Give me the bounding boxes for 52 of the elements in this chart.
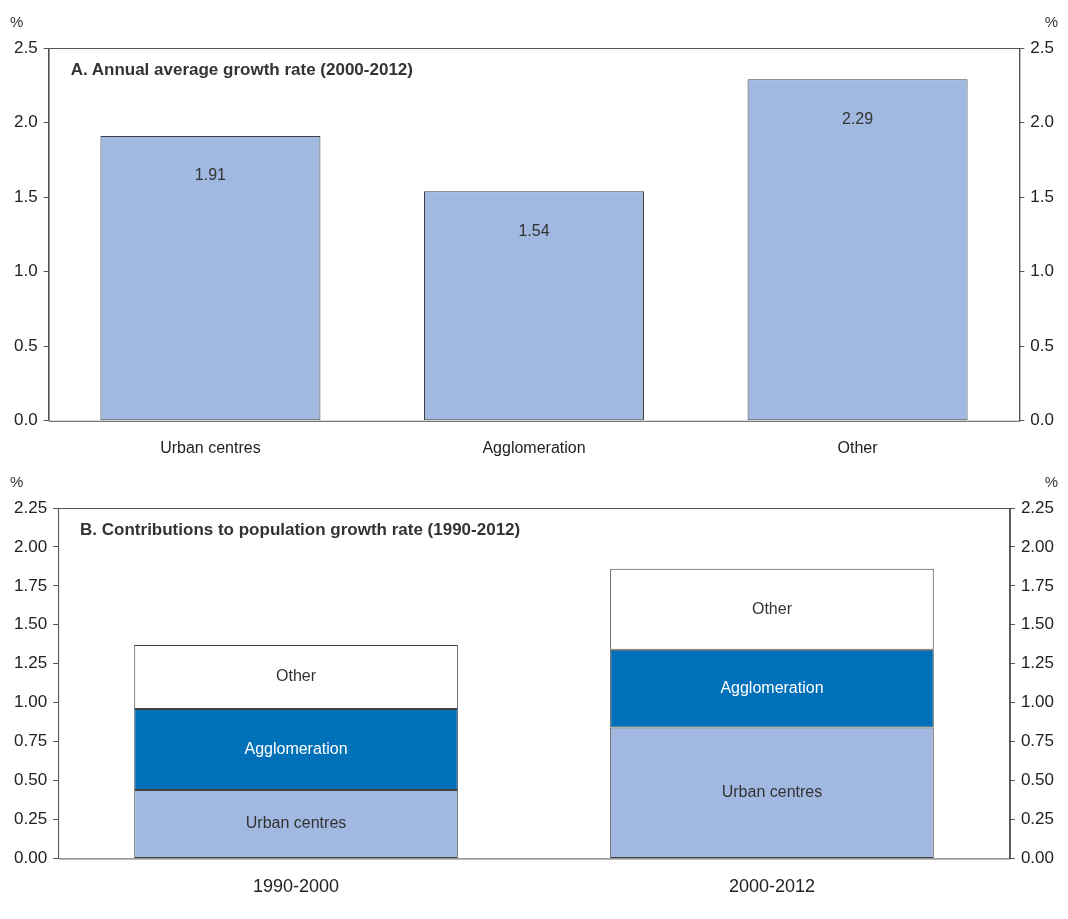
x-tick-label: Urban centres — [160, 438, 261, 456]
data-label: 2.29 — [842, 109, 874, 127]
y2-tick-label: 0.00 — [1020, 848, 1055, 868]
y-tick-label: 2.0 — [13, 112, 38, 132]
y2-axis-title: % — [1044, 12, 1058, 30]
y-tick-label: 1.75 — [13, 575, 48, 595]
x-tick-label: Other — [837, 438, 879, 456]
series-label: Agglomeration — [720, 679, 824, 697]
y-tick-label: 0.75 — [13, 731, 48, 751]
y2-tick-label: 1.50 — [1020, 614, 1055, 634]
text: Agglomeration — [244, 739, 348, 757]
y2-tick-label: 2.5 — [1030, 37, 1055, 57]
y-tick-label: 0.0 — [13, 410, 38, 430]
y-tick-label: 2.5 — [13, 37, 38, 57]
text: Urban centres — [721, 783, 823, 801]
y-tick-label: 1.00 — [13, 692, 48, 712]
y2-tick-label: 0.50 — [1020, 770, 1055, 790]
y2-tick-label: 0.25 — [1020, 809, 1055, 829]
y2-tick-label: 1.25 — [1020, 653, 1055, 673]
y-axis-title: % — [10, 472, 24, 490]
y-tick-label: 2.00 — [13, 536, 48, 556]
series-label: Other — [276, 667, 317, 685]
data-label: 1.54 — [518, 221, 550, 239]
y-tick-label: 1.0 — [13, 261, 38, 281]
y2-axis-title: % — [1044, 472, 1058, 490]
y2-tick-label: 0.5 — [1030, 335, 1055, 355]
x-tick-label: 1990-2000 — [253, 876, 340, 897]
y-tick-label: 1.50 — [13, 614, 48, 634]
series-label: Urban centres — [245, 814, 347, 832]
y-tick-label: 1.5 — [13, 186, 38, 206]
text: B. Contributions to population growth rate (1990-2012) — [80, 520, 521, 540]
y-tick-label: 0.50 — [13, 770, 48, 790]
y-tick-label: 1.25 — [13, 653, 48, 673]
x-tick-label: 2000-2012 — [728, 876, 815, 897]
y-tick-label: 2.25 — [13, 497, 48, 517]
y-axis-title: % — [10, 12, 24, 30]
y2-tick-label: 2.0 — [1030, 112, 1055, 132]
y2-tick-label: 2.00 — [1020, 536, 1055, 556]
text: Other — [751, 599, 792, 617]
y-tick-label: 0.25 — [13, 809, 48, 829]
y-tick-label: 0.5 — [13, 335, 38, 355]
data-label: 1.91 — [194, 166, 227, 184]
y2-tick-label: 1.0 — [1030, 261, 1055, 281]
y2-tick-label: 1.75 — [1020, 575, 1055, 595]
y2-tick-label: 1.00 — [1020, 692, 1055, 712]
y2-tick-label: 0.0 — [1030, 410, 1055, 430]
y-tick-label: 0.00 — [13, 848, 48, 868]
y2-tick-label: 2.25 — [1020, 497, 1055, 517]
y2-tick-label: 1.5 — [1030, 186, 1055, 206]
text: A. Annual average growth rate (2000-2012) — [70, 60, 413, 80]
x-tick-label: Agglomeration — [482, 438, 586, 456]
y2-tick-label: 0.75 — [1020, 731, 1055, 751]
